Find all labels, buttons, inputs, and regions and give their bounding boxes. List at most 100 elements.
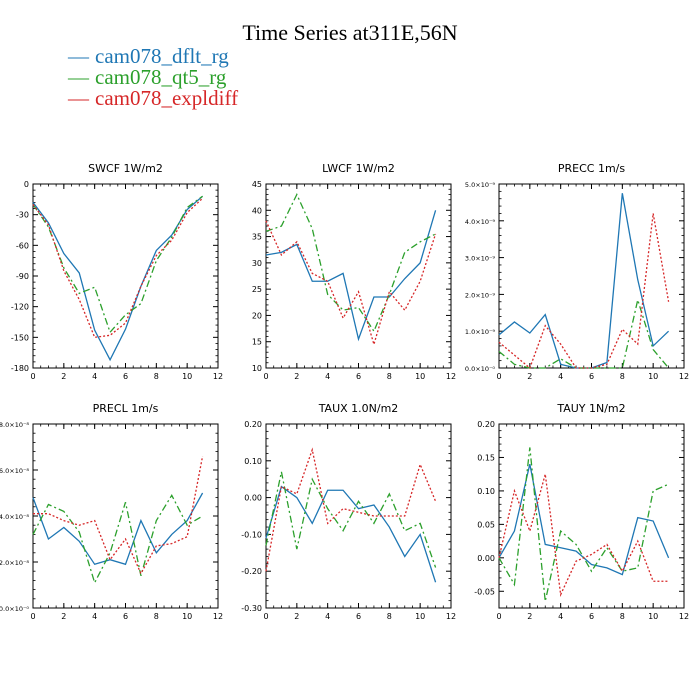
series-line-dflt	[32, 492, 204, 566]
chart-title: TAUY 1N/m2	[556, 402, 625, 415]
x-tick-label: 4	[325, 612, 330, 621]
series-line-expldiff	[265, 447, 437, 572]
plot-frame	[498, 183, 685, 369]
y-tick-label: 0.05	[477, 520, 495, 529]
legend-item-dflt: — cam078_dflt_rg	[68, 44, 229, 69]
x-tick-label: 8	[620, 372, 625, 381]
x-tick-label: 6	[123, 372, 128, 381]
x-tick-label: 12	[446, 612, 456, 621]
y-tick-label: 8.0×10⁻⁸	[0, 421, 29, 429]
x-tick-label: 6	[123, 612, 128, 621]
series-line-qt5	[32, 493, 203, 585]
series-line-expldiff	[33, 456, 204, 575]
y-tick-label: 6.0×10⁻⁸	[0, 467, 29, 475]
y-tick-label: 2.0×10⁻⁹	[465, 291, 495, 299]
y-tick-label: 4.0×10⁻⁸	[0, 513, 29, 521]
y-tick-label: 25	[252, 285, 262, 294]
x-tick-label: 2	[61, 372, 66, 381]
y-tick-label: 0.10	[477, 487, 495, 496]
x-tick-label: 2	[527, 612, 532, 621]
x-tick-label: 8	[620, 612, 625, 621]
y-tick-label: 0.20	[477, 420, 495, 429]
legend-line-icon: —	[68, 86, 89, 110]
y-tick-label: -0.05	[474, 587, 495, 596]
legend-line-icon: —	[68, 65, 89, 89]
legend-label: cam078_dflt_rg	[95, 44, 229, 68]
x-tick-label: 12	[213, 372, 223, 381]
series-line-dflt	[498, 193, 670, 369]
x-tick-label: 8	[387, 612, 392, 621]
legend-item-expldiff: — cam078_expldiff	[68, 86, 238, 111]
x-tick-label: 2	[527, 372, 532, 381]
y-tick-label: 0.00	[244, 494, 262, 503]
x-tick-label: 6	[356, 372, 361, 381]
chart-title: PRECL 1m/s	[93, 402, 159, 415]
y-tick-label: -180	[11, 364, 29, 373]
x-tick-label: 12	[679, 612, 689, 621]
y-tick-label: 45	[252, 180, 262, 189]
x-tick-label: 6	[356, 612, 361, 621]
page-title: Time Series at311E,56N	[242, 20, 458, 45]
series-line-qt5	[32, 195, 203, 334]
x-tick-label: 10	[648, 372, 658, 381]
y-tick-label: 5.0×10⁻⁹	[465, 181, 495, 189]
series-line-expldiff	[32, 197, 204, 339]
x-tick-label: 4	[558, 612, 563, 621]
legend-line-icon: —	[68, 44, 89, 68]
x-tick-label: 0	[496, 372, 501, 381]
series-line-qt5	[498, 447, 669, 602]
x-tick-label: 0	[263, 612, 268, 621]
chart-title: SWCF 1W/m2	[88, 162, 163, 175]
y-tick-label: 20	[252, 311, 262, 320]
y-tick-label: 30	[252, 259, 262, 268]
chart-title: TAUX 1.0N/m2	[318, 402, 399, 415]
legend-label: cam078_qt5_rg	[95, 65, 227, 89]
series-line-expldiff	[265, 220, 437, 347]
series-line-qt5	[265, 192, 436, 333]
y-tick-label: -90	[16, 272, 29, 281]
x-tick-label: 8	[154, 372, 159, 381]
x-tick-label: 0	[30, 372, 35, 381]
x-tick-label: 12	[679, 372, 689, 381]
x-tick-label: 4	[325, 372, 330, 381]
y-tick-label: 0.00	[477, 554, 495, 563]
y-tick-label: -0.20	[241, 567, 262, 576]
y-tick-label: 35	[252, 233, 262, 242]
y-tick-label: -150	[11, 333, 29, 342]
y-tick-label: -30	[16, 211, 29, 220]
y-tick-label: 0.20	[244, 420, 262, 429]
x-tick-label: 0	[30, 612, 35, 621]
x-tick-label: 4	[558, 372, 563, 381]
x-tick-label: 6	[589, 372, 594, 381]
y-tick-label: 4.0×10⁻⁹	[465, 218, 495, 226]
series-line-expldiff	[498, 474, 669, 597]
x-tick-label: 10	[415, 372, 425, 381]
y-tick-label: 0.0×10⁻⁰	[465, 365, 495, 373]
series-line-qt5	[265, 471, 437, 568]
plot-frame	[32, 183, 219, 369]
chart-title: LWCF 1W/m2	[322, 162, 395, 175]
y-tick-label: 0.10	[244, 457, 262, 466]
y-tick-label: 1.0×10⁻⁹	[465, 328, 495, 336]
series-line-dflt	[265, 485, 437, 583]
x-tick-label: 10	[182, 372, 192, 381]
x-tick-label: 10	[182, 612, 192, 621]
y-tick-label: 0.15	[477, 453, 495, 462]
y-tick-label: 10	[252, 364, 262, 373]
y-tick-label: -0.10	[241, 530, 262, 539]
plot-frame	[498, 423, 685, 609]
y-tick-label: 0.0×10⁻⁰	[0, 605, 29, 613]
x-tick-label: 12	[213, 612, 223, 621]
y-tick-label: -0.30	[241, 604, 262, 613]
y-tick-label: 0	[24, 180, 29, 189]
x-tick-label: 10	[415, 612, 425, 621]
x-tick-label: 4	[92, 612, 97, 621]
series-line-dflt	[265, 210, 437, 342]
y-tick-label: 3.0×10⁻⁹	[465, 255, 495, 263]
x-tick-label: 8	[154, 612, 159, 621]
plot-frame	[265, 423, 452, 609]
legend-item-qt5: — cam078_qt5_rg	[68, 65, 226, 90]
y-tick-label: 2.0×10⁻⁸	[0, 559, 29, 567]
series-line-expldiff	[498, 213, 670, 370]
